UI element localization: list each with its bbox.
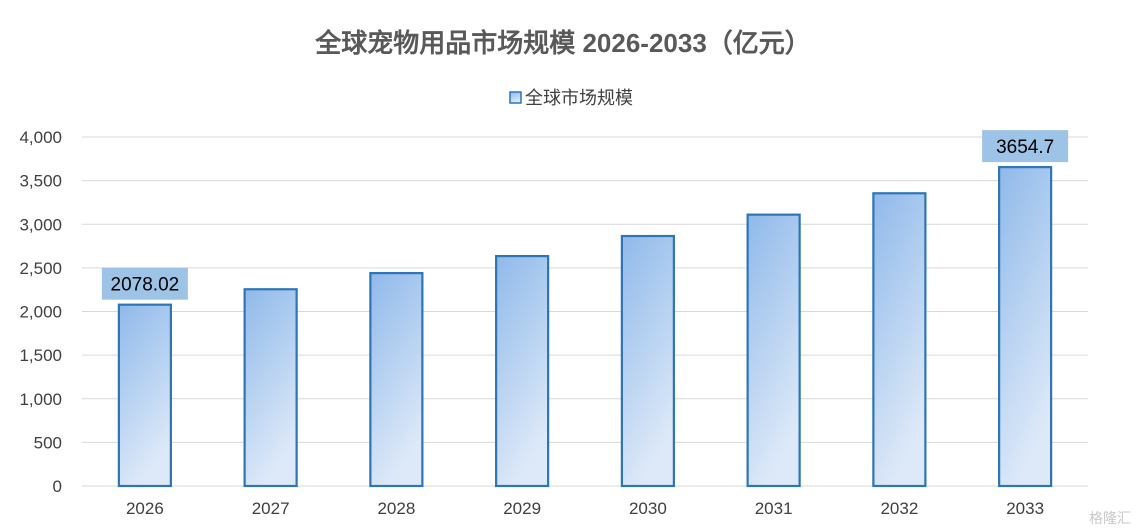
y-tick-label: 500 <box>34 433 62 452</box>
bar-2030 <box>620 234 675 488</box>
y-tick-label: 2,500 <box>19 259 62 278</box>
bar-2026 <box>117 303 172 488</box>
y-tick-label: 2,000 <box>19 303 62 322</box>
data-label-2033: 3654.7 <box>996 137 1054 158</box>
x-tick-label: 2028 <box>377 499 415 518</box>
y-axis: 0 500 1,000 1,500 2,000 2,500 3,000 3,500 4,000 <box>19 128 62 496</box>
legend: 全球市场规模 <box>509 88 633 108</box>
y-tick-label: 4,000 <box>19 128 62 147</box>
x-tick-label: 2031 <box>755 499 793 518</box>
x-tick-label: 2027 <box>252 499 290 518</box>
bar-2033 <box>998 166 1053 488</box>
legend-swatch <box>509 91 522 104</box>
y-tick-label: 1,500 <box>19 346 62 365</box>
y-tick-label: 3,500 <box>19 172 62 191</box>
bar-2031 <box>746 213 801 488</box>
x-tick-label: 2033 <box>1006 499 1044 518</box>
x-axis: 2026 2027 2028 2029 2030 2031 2032 2033 <box>126 499 1044 518</box>
x-tick-label: 2029 <box>503 499 541 518</box>
bars <box>117 166 1053 488</box>
data-label-box <box>982 130 1069 163</box>
y-tick-label: 1,000 <box>19 390 62 409</box>
bar-2029 <box>495 254 550 488</box>
bar-2028 <box>369 272 424 488</box>
data-labels: 2078.02 3654.7 <box>101 130 1069 300</box>
legend-label: 全球市场规模 <box>525 88 633 108</box>
x-tick-label: 2032 <box>880 499 918 518</box>
chart-title: 全球宠物用品市场规模 2026-2033（亿元） <box>314 28 811 58</box>
bar-2032 <box>872 192 927 488</box>
gridlines <box>82 136 1088 487</box>
watermark: 格隆汇 <box>1089 510 1131 526</box>
x-tick-label: 2030 <box>629 499 667 518</box>
x-tick-label: 2026 <box>126 499 164 518</box>
y-tick-label: 0 <box>53 477 62 496</box>
data-label-2026: 2078.02 <box>111 275 180 296</box>
data-label-box <box>101 267 188 300</box>
bar-2027 <box>243 288 298 488</box>
y-tick-label: 3,000 <box>19 215 62 234</box>
